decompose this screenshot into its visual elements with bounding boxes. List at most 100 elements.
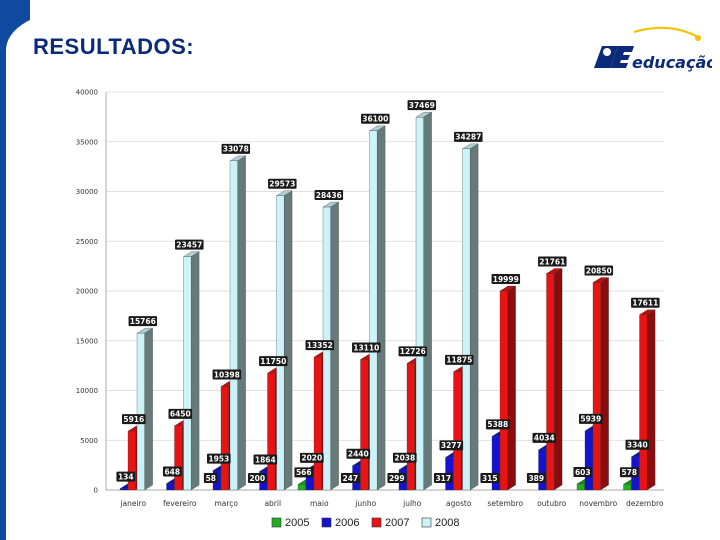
- data-label-box: [175, 239, 204, 250]
- data-label-text: 58: [206, 474, 216, 483]
- ie-educacao-logo: educação: [594, 26, 712, 72]
- data-label: 1864: [253, 454, 278, 465]
- bar-front: [174, 425, 183, 491]
- y-tick-label: 5000: [80, 437, 98, 445]
- data-label: 33078: [221, 143, 251, 154]
- data-label: 3277: [439, 440, 464, 451]
- data-label-box: [393, 452, 417, 463]
- data-label-text: 11750: [260, 357, 286, 366]
- data-label-text: 28436: [316, 191, 342, 200]
- data-label: 5388: [486, 419, 510, 430]
- x-category-label: setembro: [487, 499, 523, 508]
- y-tick-label: 25000: [76, 238, 98, 246]
- data-label: 17611: [631, 297, 660, 308]
- data-label: 13110: [352, 342, 381, 353]
- data-label-text: 299: [389, 474, 405, 483]
- bar-front: [462, 148, 471, 491]
- slide-title: RESULTADOS:: [33, 34, 195, 59]
- data-label-text: 17611: [632, 299, 658, 308]
- data-label-text: 2440: [348, 450, 369, 459]
- data-label-text: 11875: [446, 356, 472, 365]
- data-label-text: 20850: [586, 266, 612, 275]
- data-label: 603: [573, 467, 593, 478]
- data-label: 12726: [398, 346, 428, 357]
- data-label-text: 389: [528, 474, 544, 483]
- bar-front: [538, 449, 547, 491]
- bar-side: [423, 111, 432, 491]
- data-label-box: [538, 256, 567, 267]
- data-label-box: [579, 413, 603, 424]
- y-tick-label: 35000: [76, 138, 98, 146]
- data-label-box: [300, 452, 324, 463]
- data-label: 13352: [305, 340, 335, 351]
- data-label-box: [398, 346, 428, 357]
- data-label: 19999: [491, 274, 521, 285]
- logo-mark-icon: [594, 26, 701, 68]
- data-label: 5939: [579, 413, 603, 424]
- data-label: 20850: [584, 265, 614, 276]
- x-category-label: dezembro: [626, 499, 664, 508]
- data-label-text: 1953: [208, 454, 229, 463]
- data-label-box: [212, 369, 242, 380]
- data-label-box: [203, 473, 218, 483]
- data-label: 315: [480, 473, 500, 483]
- x-category-label: outubro: [537, 499, 567, 508]
- bar-front: [127, 430, 136, 491]
- data-label-box: [116, 471, 136, 482]
- bar-front: [415, 117, 424, 491]
- data-label: 6450: [168, 408, 193, 419]
- bar-side: [144, 327, 153, 491]
- data-label-box: [346, 448, 371, 459]
- legend-item-2008: 2008: [421, 517, 459, 529]
- data-label: 11750: [259, 356, 288, 367]
- data-label: 2020: [300, 452, 324, 463]
- bar-front: [576, 483, 585, 491]
- bar-side: [469, 143, 479, 491]
- data-label: 10398: [212, 369, 242, 380]
- data-label-box: [532, 432, 557, 443]
- bar-front: [546, 273, 555, 491]
- bar-side: [237, 155, 246, 491]
- monthly-results-chart: 0 5000 10000 15000 20000 25000 30000 35000 40000…: [76, 89, 664, 529]
- bar-side: [646, 309, 656, 491]
- y-tick-label: 30000: [76, 188, 98, 196]
- data-label-box: [122, 414, 146, 425]
- x-category-label: fevereiro: [163, 499, 197, 508]
- data-label: 389: [526, 473, 546, 483]
- x-category-label: agosto: [446, 499, 472, 508]
- data-label-text: 1864: [255, 455, 276, 464]
- data-label-text: 37469: [409, 101, 435, 110]
- bar-2008-fevereiro: [182, 251, 200, 491]
- data-label-box: [162, 466, 182, 477]
- data-label-text: 603: [575, 468, 591, 477]
- data-label-box: [486, 419, 510, 430]
- legend-label: 2005: [285, 517, 309, 529]
- data-label-text: 317: [435, 474, 451, 483]
- data-label-box: [361, 113, 390, 124]
- bar-front: [623, 484, 632, 491]
- bar-front: [639, 314, 648, 491]
- data-label-box: [480, 473, 500, 483]
- data-label-box: [445, 354, 474, 365]
- data-label-text: 5388: [487, 420, 508, 429]
- data-label: 28436: [314, 190, 344, 201]
- bar-front: [499, 290, 508, 491]
- data-label-text: 3277: [441, 441, 462, 450]
- x-category-label: janeiro: [119, 499, 146, 508]
- bar-front: [453, 371, 462, 491]
- data-label-box: [168, 408, 193, 419]
- legend-swatch: [371, 517, 382, 528]
- bar-front: [220, 386, 229, 491]
- y-tick-label: 0: [94, 487, 98, 495]
- data-label: 317: [433, 473, 453, 483]
- data-label-box: [619, 467, 639, 478]
- bar-front: [369, 130, 378, 491]
- data-label-box: [573, 467, 593, 478]
- bar-2008-abril: [275, 190, 293, 491]
- data-label: 2038: [393, 452, 417, 463]
- legend: 2005 2006 2007 2008: [271, 517, 459, 529]
- bar-front: [276, 195, 285, 491]
- data-label: 11875: [445, 354, 474, 365]
- bar-front: [406, 363, 415, 491]
- bar-2008-agosto: [461, 143, 479, 491]
